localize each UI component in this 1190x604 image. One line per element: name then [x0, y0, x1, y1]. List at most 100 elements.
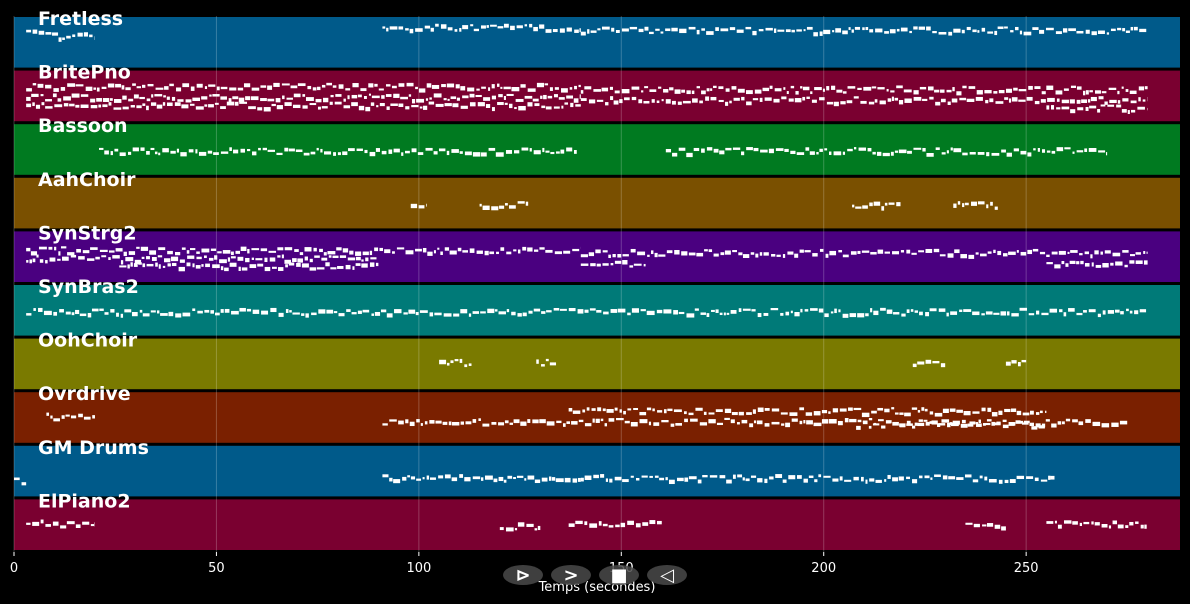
note-mark [1137, 106, 1145, 110]
note-mark [988, 478, 997, 483]
note-mark [861, 250, 870, 253]
note-mark [725, 101, 729, 106]
note-mark [1083, 310, 1087, 313]
note-mark [665, 148, 672, 153]
note-mark [476, 88, 480, 91]
note-mark [590, 30, 597, 33]
note-mark [745, 478, 750, 482]
note-mark [828, 419, 837, 424]
note-mark [561, 88, 568, 93]
note-mark [926, 26, 931, 31]
back-icon[interactable]: ◁ [660, 565, 674, 586]
note-mark [1021, 359, 1027, 363]
track-label: GM Drums [38, 437, 149, 459]
note-mark [304, 247, 312, 252]
note-mark [584, 423, 592, 427]
note-mark [796, 152, 805, 156]
note-mark [686, 313, 695, 318]
note-mark [411, 148, 417, 153]
track-label: Fretless [38, 8, 123, 30]
note-mark [408, 309, 416, 314]
note-mark [984, 476, 988, 481]
note-mark [542, 147, 545, 153]
note-mark [802, 96, 806, 101]
note-mark [302, 105, 308, 109]
note-mark [876, 151, 882, 156]
note-mark [433, 93, 442, 98]
note-mark [932, 30, 937, 34]
note-mark [710, 88, 713, 91]
stop-button[interactable]: ■ [599, 565, 639, 586]
note-mark [1094, 250, 1099, 255]
note-mark [540, 95, 543, 99]
note-mark [863, 86, 872, 91]
note-mark [243, 83, 251, 88]
note-mark [45, 99, 52, 102]
note-mark [794, 98, 802, 103]
note-mark [851, 29, 854, 33]
note-mark [500, 86, 503, 89]
note-mark [1020, 251, 1027, 256]
note-mark [130, 262, 133, 267]
note-mark [1091, 521, 1094, 525]
note-mark [1002, 419, 1007, 423]
note-mark [65, 311, 71, 315]
note-mark [590, 263, 596, 267]
play-button[interactable]: ⊳ [503, 565, 543, 586]
note-mark [186, 250, 190, 254]
note-mark [255, 258, 263, 261]
note-mark [1072, 521, 1078, 525]
note-mark [997, 250, 1002, 256]
note-mark [460, 309, 468, 314]
play-icon[interactable]: ⊳ [515, 565, 530, 586]
note-mark [1135, 260, 1143, 264]
note-mark [549, 87, 553, 91]
control-bg[interactable] [647, 565, 687, 585]
note-mark [459, 27, 462, 32]
note-mark [786, 91, 789, 95]
note-mark [910, 309, 914, 312]
back-button[interactable]: ◁ [647, 565, 687, 586]
note-mark [773, 98, 780, 103]
note-mark [667, 408, 673, 412]
note-mark [663, 409, 667, 414]
note-mark [239, 101, 248, 104]
note-mark [1102, 310, 1106, 315]
note-mark [488, 147, 496, 151]
note-mark [45, 32, 52, 35]
note-mark [763, 312, 769, 316]
note-mark [1028, 85, 1033, 90]
note-mark [857, 313, 865, 318]
control-bg[interactable] [599, 565, 639, 585]
note-mark [90, 524, 95, 527]
note-mark [819, 148, 823, 152]
note-mark [1035, 423, 1041, 428]
note-mark [574, 29, 579, 33]
forward-icon[interactable]: > [563, 565, 578, 586]
note-mark [640, 309, 646, 312]
control-bg[interactable] [503, 565, 543, 585]
note-mark [140, 147, 145, 151]
note-mark [355, 263, 361, 266]
note-mark [479, 203, 482, 207]
note-mark [321, 257, 328, 261]
note-mark [110, 309, 115, 313]
forward-button[interactable]: > [551, 565, 591, 586]
note-mark [649, 89, 657, 92]
note-mark [240, 246, 247, 252]
note-mark [426, 203, 427, 207]
note-mark [934, 474, 941, 477]
note-mark [78, 256, 85, 260]
note-mark [941, 152, 946, 155]
note-mark [787, 251, 794, 255]
note-mark [1139, 309, 1147, 313]
note-mark [524, 24, 528, 27]
note-mark [120, 260, 124, 265]
stop-icon[interactable]: ■ [610, 565, 627, 586]
note-mark [1048, 475, 1051, 480]
control-bg[interactable] [551, 565, 591, 585]
note-mark [923, 419, 928, 422]
note-mark [580, 477, 584, 482]
note-mark [1097, 313, 1101, 318]
note-mark [385, 84, 391, 87]
